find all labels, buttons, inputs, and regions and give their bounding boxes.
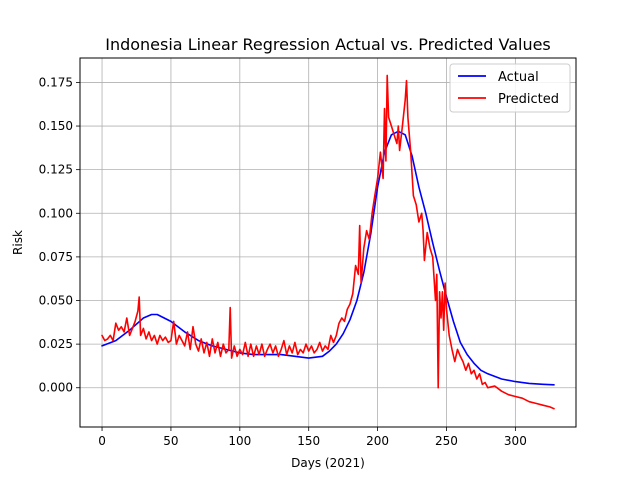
series-line-actual <box>101 130 555 386</box>
legend: Actual Predicted <box>449 63 571 113</box>
y-tick-label: 0.025 <box>39 337 73 351</box>
x-tick-label: 200 <box>366 434 389 448</box>
x-tick-label: 100 <box>228 434 251 448</box>
legend-label-actual: Actual <box>498 70 539 85</box>
series-line-predicted <box>101 74 555 410</box>
series-layer <box>101 74 555 410</box>
y-tick-label: 0.125 <box>39 163 73 177</box>
grid <box>80 58 576 427</box>
chart-title: Indonesia Linear Regression Actual vs. P… <box>105 35 551 54</box>
y-tick-label: 0.075 <box>39 250 73 264</box>
x-tick-label: 150 <box>297 434 320 448</box>
y-tick-label: 0.050 <box>39 294 73 308</box>
axis-ticks: 0 50 100 150 200 250 300 0.000 0.025 0.050 0.075 0.… <box>39 75 527 448</box>
y-tick-label: 0.100 <box>39 206 73 220</box>
x-tick-label: 300 <box>504 434 527 448</box>
x-tick-label: 250 <box>435 434 458 448</box>
y-tick-label: 0.175 <box>39 75 73 89</box>
x-axis-label: Days (2021) <box>291 456 365 470</box>
x-tick-label: 50 <box>163 434 178 448</box>
y-tick-label: 0.150 <box>39 119 73 133</box>
legend-label-predicted: Predicted <box>498 92 559 107</box>
y-axis-label: Risk <box>11 230 25 255</box>
x-tick-label: 0 <box>98 434 106 448</box>
y-tick-label: 0.000 <box>39 381 73 395</box>
plot-area-frame <box>79 57 577 428</box>
